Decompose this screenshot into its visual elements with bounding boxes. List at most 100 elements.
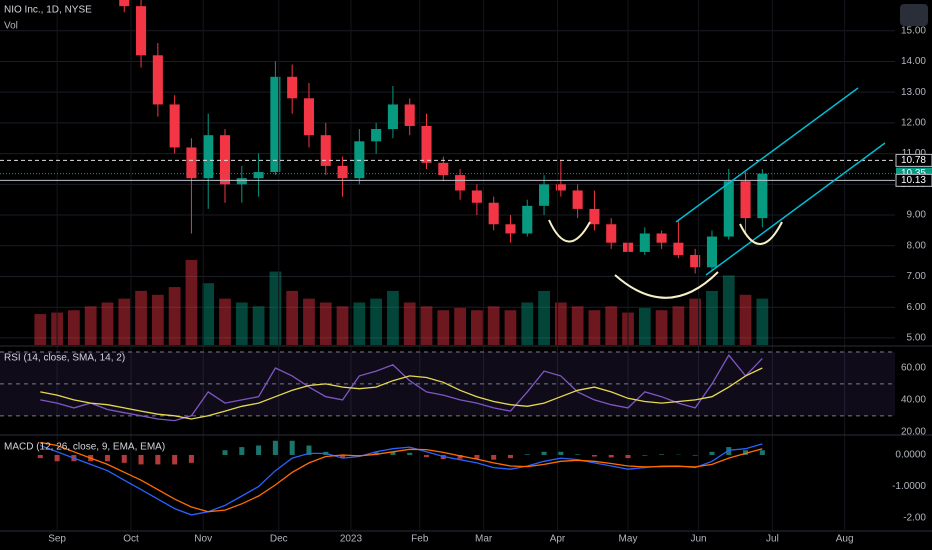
- candle-body: [303, 98, 315, 136]
- candle-body: [706, 236, 718, 268]
- volume-bar: [672, 306, 685, 345]
- volume-bar: [118, 298, 131, 345]
- histogram-bar: [558, 451, 564, 455]
- histogram-bar: [155, 454, 161, 465]
- histogram-bar: [709, 451, 715, 455]
- y-tick-label: 8.00: [907, 240, 927, 251]
- volume-bar: [235, 302, 248, 345]
- volume-bar: [588, 310, 601, 345]
- volume-bar: [84, 306, 97, 345]
- volume-bar: [638, 307, 651, 345]
- histogram-bar: [121, 454, 127, 463]
- volume-bar: [521, 302, 534, 345]
- y-tick-label: 13.00: [901, 87, 926, 98]
- x-tick-label: Jul: [766, 534, 779, 545]
- price-label-box: [895, 173, 932, 187]
- arc: [614, 271, 719, 299]
- volume-bar: [387, 290, 399, 345]
- pane-title: NIO Inc., 1D, NYSE: [4, 5, 92, 16]
- x-tick-label: Apr: [550, 534, 566, 545]
- y-tick-label: 11.00: [902, 148, 927, 159]
- volume-bar: [135, 290, 147, 345]
- candle-body: [656, 233, 667, 243]
- volume-bar: [739, 294, 752, 345]
- volume-title: Vol: [4, 21, 18, 32]
- histogram-bar: [575, 454, 581, 455]
- histogram-bar: [743, 450, 749, 455]
- histogram-bar: [726, 447, 732, 455]
- volume-bar: [437, 310, 450, 345]
- candle-body: [354, 141, 365, 179]
- histogram-bar: [37, 454, 43, 459]
- volume-bar: [185, 260, 198, 345]
- volume-bar: [252, 306, 265, 345]
- candle-body: [236, 178, 247, 185]
- volume-bar: [655, 310, 668, 345]
- x-tick-label: Dec: [270, 534, 288, 545]
- y-tick-label: 20.00: [901, 426, 926, 437]
- volume-bar: [202, 283, 215, 345]
- histogram-bar: [54, 454, 60, 462]
- histogram-bar: [608, 454, 614, 458]
- volume-bar: [370, 298, 383, 345]
- volume-bar: [454, 307, 466, 345]
- x-tick-label: Sep: [48, 534, 66, 545]
- volume-bar: [554, 302, 567, 345]
- y-tick-label: 60.00: [901, 363, 926, 374]
- candle-body: [589, 208, 600, 225]
- x-tick-label: Nov: [194, 534, 212, 545]
- candle-body: [152, 55, 163, 105]
- x-tick-label: Mar: [475, 534, 493, 545]
- candle-body: [136, 6, 147, 56]
- volume-bar: [319, 302, 332, 345]
- volume-bar: [471, 310, 483, 345]
- arc: [548, 219, 591, 243]
- volume-bar: [403, 302, 416, 345]
- volume-bar: [303, 298, 315, 345]
- candle-body: [169, 104, 180, 148]
- x-tick-label: 2023: [340, 534, 363, 545]
- candle-body: [488, 202, 499, 225]
- volume-bar: [353, 302, 366, 345]
- histogram-bar: [659, 454, 665, 455]
- histogram-bar: [138, 454, 144, 465]
- candle-body: [606, 224, 617, 243]
- candle-body: [337, 165, 348, 179]
- volume-bar: [605, 306, 618, 345]
- candle-body: [522, 205, 533, 234]
- candle-body: [740, 181, 751, 219]
- candle-body: [404, 104, 415, 126]
- y-tick-label: 5.00: [907, 333, 927, 344]
- histogram-bar: [507, 454, 513, 459]
- candle-body: [287, 76, 298, 99]
- x-tick-label: Jun: [690, 534, 706, 545]
- candle-body: [572, 190, 583, 209]
- volume-bar: [34, 314, 47, 345]
- series-line: [40, 443, 763, 516]
- price-label-box: [895, 153, 932, 167]
- histogram-bar: [222, 450, 228, 455]
- candle-body: [438, 162, 449, 176]
- settings-button[interactable]: [900, 4, 928, 26]
- candle-body: [505, 224, 516, 234]
- channel-line: [705, 142, 886, 276]
- volume-bar: [168, 287, 181, 345]
- price-label: 10.78: [901, 155, 926, 166]
- y-tick-label: -1.0000: [892, 481, 926, 492]
- histogram-bar: [104, 454, 110, 462]
- candle-body: [270, 76, 281, 173]
- pane: [0, 351, 895, 422]
- price-label: 10.13: [901, 175, 926, 186]
- histogram-bar: [541, 451, 547, 455]
- histogram-bar: [423, 454, 430, 458]
- candle-body: [421, 125, 432, 163]
- y-tick-label: 40.00: [901, 395, 926, 406]
- candle-body: [690, 254, 701, 268]
- histogram-bar: [239, 447, 245, 455]
- y-tick-label: 14.00: [901, 56, 926, 67]
- volume-bar: [689, 298, 702, 345]
- price-label: 10.35: [901, 168, 926, 179]
- volume-bar: [504, 310, 517, 345]
